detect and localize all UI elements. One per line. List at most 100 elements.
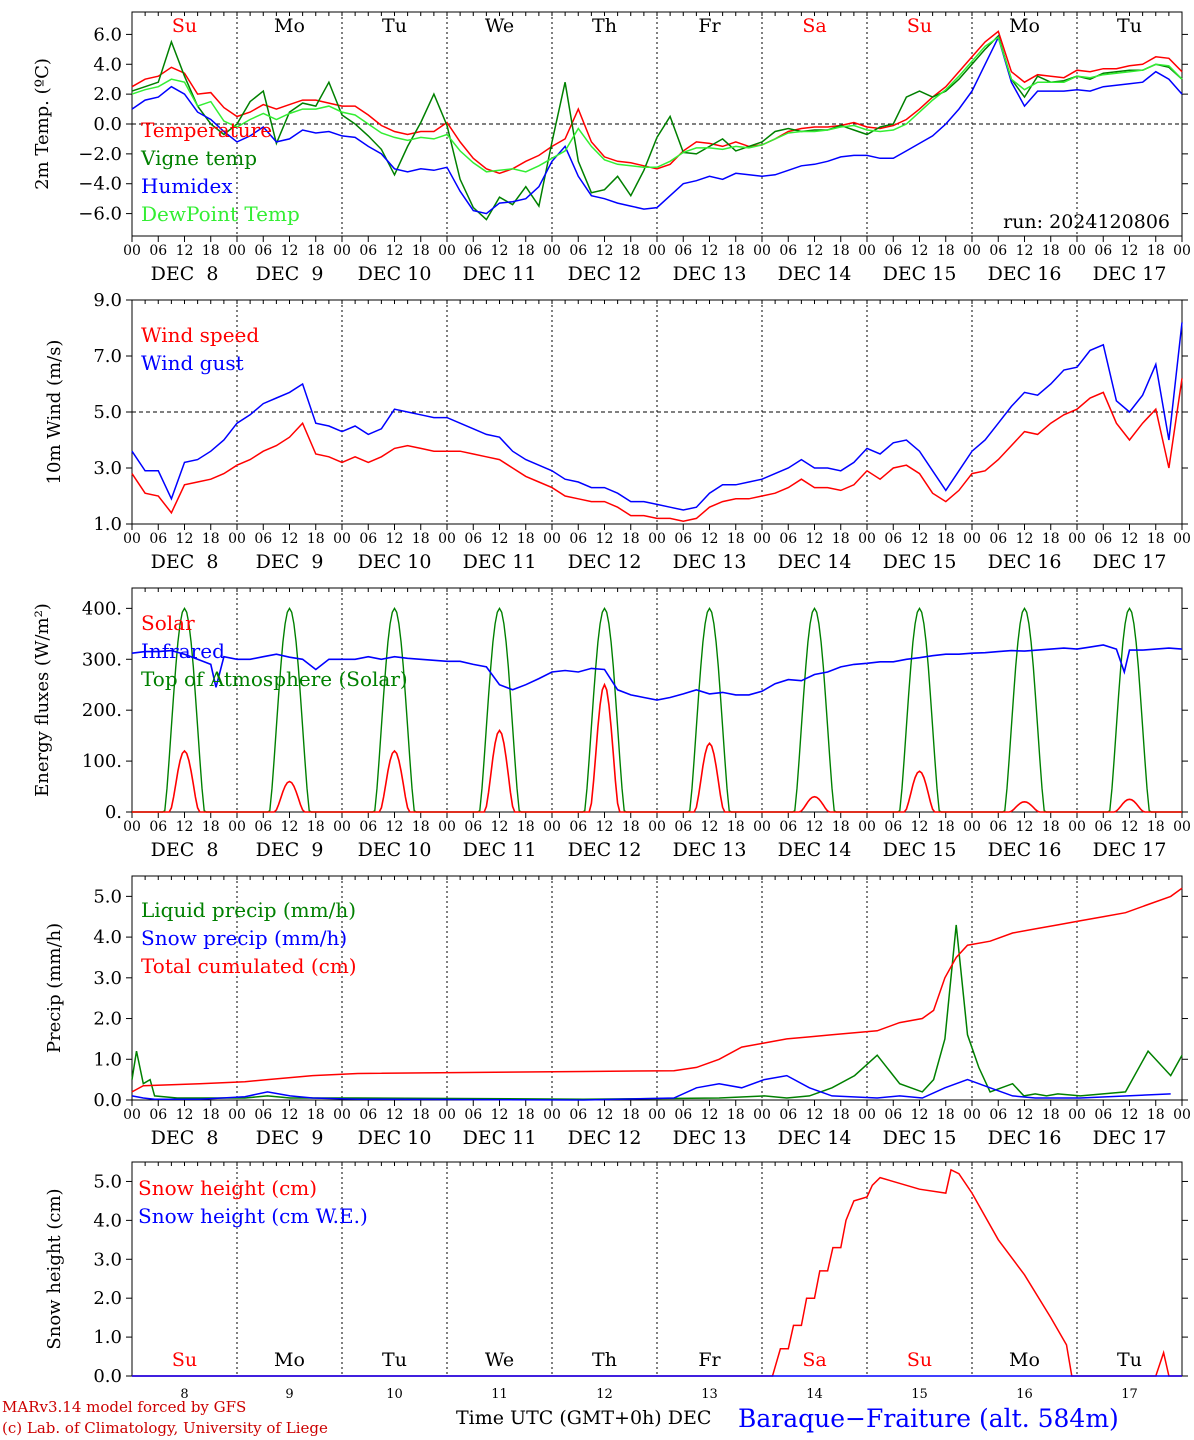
hour-tick-label: 00 (963, 531, 981, 547)
y-axis-label: 2m Temp. (ºC) (32, 58, 53, 190)
y-tick-label: 2.0 (93, 1288, 122, 1309)
hour-tick-label: 18 (412, 243, 430, 259)
weekday-label: Su (172, 1349, 197, 1371)
hour-tick-label: 06 (149, 531, 167, 547)
hour-tick-label: 12 (281, 531, 299, 547)
y-tick-label: 9.0 (93, 290, 122, 311)
date-label: DEC 10 (358, 1127, 432, 1149)
day-number-label: 16 (1016, 1387, 1033, 1402)
hour-tick-label: 06 (464, 243, 482, 259)
hour-tick-label: 06 (254, 1107, 272, 1123)
series-line-solar (132, 682, 1182, 813)
weekday-label: Su (907, 15, 932, 37)
hour-tick-label: 06 (1094, 819, 1112, 835)
hour-tick-label: 00 (753, 531, 771, 547)
y-tick-label: 4.0 (93, 1210, 122, 1231)
day-number-label: 12 (596, 1387, 613, 1402)
date-label: DEC 13 (673, 1127, 747, 1149)
series-line (132, 1168, 1182, 1377)
hour-tick-label: 00 (1173, 1107, 1191, 1123)
hour-tick-label: 06 (149, 819, 167, 835)
date-label: DEC 11 (463, 1127, 537, 1149)
hour-tick-label: 06 (569, 1107, 587, 1123)
hour-tick-label: 00 (333, 243, 351, 259)
weekday-label: Su (172, 15, 197, 37)
weekday-label: We (485, 1349, 514, 1371)
y-tick-label: 5.0 (93, 886, 122, 907)
hour-tick-label: 18 (1042, 819, 1060, 835)
date-label: DEC 8 (151, 263, 219, 285)
date-label: DEC 8 (151, 551, 219, 573)
hour-tick-label: 18 (202, 819, 220, 835)
legend-entry: Temperature (141, 118, 272, 142)
hour-tick-label: 00 (543, 819, 561, 835)
hour-tick-label: 06 (254, 531, 272, 547)
hour-tick-label: 18 (412, 819, 430, 835)
hour-tick-label: 18 (937, 243, 955, 259)
day-number-label: 11 (491, 1387, 508, 1402)
hour-tick-label: 00 (333, 1107, 351, 1123)
weekday-label: Mo (1009, 1349, 1040, 1371)
legend-entry: Solar (141, 611, 195, 635)
y-tick-label: 2.0 (93, 84, 122, 105)
hour-tick-label: 18 (517, 819, 535, 835)
date-label: DEC 14 (778, 551, 852, 573)
hour-tick-label: 00 (438, 819, 456, 835)
y-tick-label: 400. (82, 598, 122, 619)
hour-tick-label: 06 (1094, 243, 1112, 259)
hour-tick-label: 06 (1094, 531, 1112, 547)
x-axis-title: Time UTC (GMT+0h) DEC (456, 1407, 711, 1429)
hour-tick-label: 18 (937, 531, 955, 547)
y-tick-label: −4.0 (78, 174, 122, 195)
hour-tick-label: 18 (727, 243, 745, 259)
hour-tick-label: 12 (701, 243, 719, 259)
legend-entry: Humidex (141, 174, 233, 198)
legend-entry: Wind gust (141, 351, 244, 375)
date-label: DEC 15 (883, 839, 957, 861)
hour-tick-label: 06 (569, 243, 587, 259)
hour-tick-label: 18 (202, 243, 220, 259)
hour-tick-label: 18 (517, 243, 535, 259)
hour-tick-label: 18 (832, 819, 850, 835)
hour-tick-label: 18 (622, 531, 640, 547)
hour-tick-label: 18 (412, 1107, 430, 1123)
hour-tick-label: 18 (307, 819, 325, 835)
hour-tick-label: 12 (491, 531, 509, 547)
run-annotation: run: 2024120806 (1003, 211, 1170, 233)
y-tick-label: 0.0 (93, 114, 122, 135)
y-tick-label: 1.0 (93, 1327, 122, 1348)
hour-tick-label: 00 (1173, 819, 1191, 835)
series-line (131, 30, 1183, 175)
series-line-infrared (131, 644, 1183, 701)
hour-tick-label: 18 (202, 1107, 220, 1123)
y-tick-label: 300. (82, 649, 122, 670)
hour-tick-label: 06 (674, 1107, 692, 1123)
y-tick-label: 0.0 (93, 1090, 122, 1111)
hour-tick-label: 12 (1121, 531, 1139, 547)
hour-tick-label: 00 (333, 531, 351, 547)
date-label: DEC 12 (568, 839, 642, 861)
hour-tick-label: 12 (1121, 243, 1139, 259)
hour-tick-label: 12 (1016, 819, 1034, 835)
hour-tick-label: 18 (202, 531, 220, 547)
hour-tick-label: 00 (543, 531, 561, 547)
hour-tick-label: 00 (1173, 531, 1191, 547)
hour-tick-label: 18 (937, 1107, 955, 1123)
hour-tick-label: 12 (386, 1107, 404, 1123)
day-number-label: 10 (386, 1387, 403, 1402)
date-label: DEC 16 (988, 263, 1062, 285)
hour-tick-label: 00 (1068, 243, 1086, 259)
hour-tick-label: 18 (727, 819, 745, 835)
y-tick-label: 1.0 (93, 1049, 122, 1070)
weekday-label: Mo (274, 1349, 305, 1371)
hour-tick-label: 00 (648, 243, 666, 259)
hour-tick-label: 12 (806, 1107, 824, 1123)
hour-tick-label: 00 (648, 1107, 666, 1123)
hour-tick-label: 00 (543, 1107, 561, 1123)
hour-tick-label: 00 (648, 819, 666, 835)
hour-tick-label: 06 (464, 819, 482, 835)
hour-tick-label: 06 (149, 243, 167, 259)
date-label: DEC 9 (256, 839, 324, 861)
hour-tick-label: 18 (1147, 531, 1165, 547)
